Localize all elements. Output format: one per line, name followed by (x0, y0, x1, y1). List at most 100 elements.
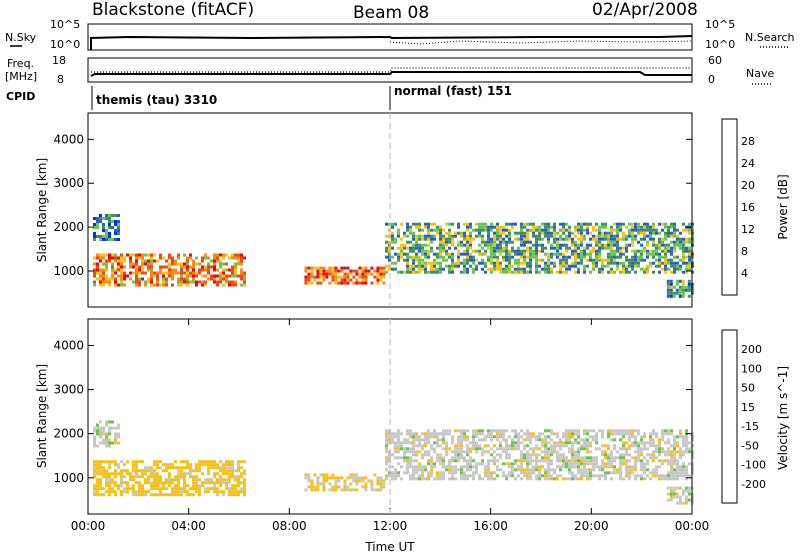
velocity-echo-cell (433, 450, 436, 454)
power-echo-cell (568, 231, 571, 235)
velocity-echo-cell (493, 450, 496, 454)
power-echo-cell (580, 225, 583, 229)
velocity-echo-cell (102, 475, 105, 479)
power-echo-cell (574, 240, 577, 244)
velocity-echo-cell (156, 475, 159, 479)
velocity-echo-cell (595, 441, 598, 445)
velocity-echo-cell (490, 432, 493, 436)
velocity-echo-cell (192, 481, 195, 485)
velocity-echo-cell (406, 462, 409, 466)
velocity-echo-cell (427, 429, 430, 433)
power-echo-cell (144, 262, 147, 266)
velocity-echo-cell (478, 447, 481, 451)
power-echo-cell (553, 240, 556, 244)
power-echo-cell (412, 246, 415, 250)
velocity-echo-cell (666, 498, 670, 502)
power-echo-cell (93, 223, 96, 226)
velocity-echo-cell (460, 438, 463, 442)
velocity-echo-cell (177, 490, 180, 494)
velocity-echo-cell (307, 479, 311, 483)
power-echo-cell (580, 258, 583, 262)
velocity-echo-cell (195, 475, 198, 479)
power-echo-cell (180, 271, 183, 275)
velocity-echo-cell (628, 474, 631, 478)
velocity-echo-cell (675, 501, 679, 505)
power-echo-cell (328, 269, 332, 273)
velocity-echo-cell (610, 438, 613, 442)
velocity-echo-cell (568, 438, 571, 442)
velocity-echo-cell (472, 429, 475, 433)
velocity-echo-cell (544, 456, 547, 460)
power-echo-cell (397, 258, 400, 262)
velocity-echo-cell (412, 435, 415, 439)
power-echo-cell (502, 237, 505, 241)
velocity-echo-cell (613, 447, 616, 451)
power-echo-cell (646, 225, 649, 229)
velocity-echo-cell (195, 484, 198, 488)
velocity-echo-cell (126, 460, 129, 464)
velocity-echo-cell (529, 468, 532, 472)
power-echo-cell (673, 228, 676, 232)
power-echo-cell (418, 267, 421, 271)
velocity-echo-cell (141, 472, 144, 476)
velocity-echo-cell (409, 429, 412, 433)
velocity-echo-cell (526, 465, 529, 469)
velocity-echo-cell (391, 441, 394, 445)
velocity-echo-cell (604, 453, 607, 457)
velocity-echo-cell (165, 469, 168, 473)
velocity-echo-cell (114, 481, 117, 485)
power-echo-cell (496, 222, 499, 226)
power-echo-cell (472, 237, 475, 241)
power-echo-cell (619, 252, 622, 256)
power-echo-cell (688, 231, 691, 235)
power-echo-cell (658, 258, 661, 262)
velocity-echo-cell (475, 450, 478, 454)
velocity-echo-cell (463, 471, 466, 475)
power-echo-cell (216, 256, 219, 260)
power-echo-cell (322, 269, 326, 273)
power-echo-cell (580, 237, 583, 241)
velocity-echo-cell (349, 476, 353, 480)
power-echo-cell (643, 270, 646, 274)
velocity-echo-cell (619, 456, 622, 460)
velocity-echo-cell (502, 432, 505, 436)
velocity-echo-cell (445, 465, 448, 469)
power-echo-cell (667, 261, 670, 265)
power-echo-cell (427, 261, 430, 265)
velocity-echo-cell (132, 475, 135, 479)
power-echo-cell (493, 255, 496, 259)
power-echo-cell (682, 246, 685, 250)
power-echo-cell (403, 252, 406, 256)
velocity-echo-cell (490, 447, 493, 451)
velocity-echo-cell (541, 450, 544, 454)
power-echo-cell (340, 269, 344, 273)
velocity-echo-cell (322, 473, 326, 477)
power-echo-cell (478, 225, 481, 229)
power-echo-layer (93, 214, 694, 298)
power-echo-cell (400, 237, 403, 241)
velocity-echo-cell (427, 471, 430, 475)
power-echo-cell (216, 283, 219, 287)
velocity-echo-cell (189, 487, 192, 491)
velocity-echo-cell (352, 488, 356, 492)
velocity-echo-cell (412, 459, 415, 463)
power-echo-cell (685, 240, 688, 244)
power-echo-cell (195, 271, 198, 275)
velocity-echo-cell (316, 479, 320, 483)
velocity-echo-cell (102, 460, 105, 464)
power-echo-cell (126, 274, 129, 278)
power-echo-cell (424, 237, 427, 241)
velocity-echo-cell (490, 429, 493, 433)
velocity-echo-cell (156, 478, 159, 482)
power-echo-cell (484, 252, 487, 256)
power-echo-cell (150, 262, 153, 266)
power-echo-cell (601, 264, 604, 268)
velocity-echo-cell (676, 462, 679, 466)
velocity-echo-cell (114, 441, 117, 445)
power-echo-cell (93, 283, 96, 287)
power-echo-cell (514, 258, 517, 262)
velocity-echo-cell (144, 490, 147, 494)
power-echo-cell (646, 249, 649, 253)
velocity-echo-cell (207, 487, 210, 491)
velocity-echo-cell (658, 477, 661, 481)
